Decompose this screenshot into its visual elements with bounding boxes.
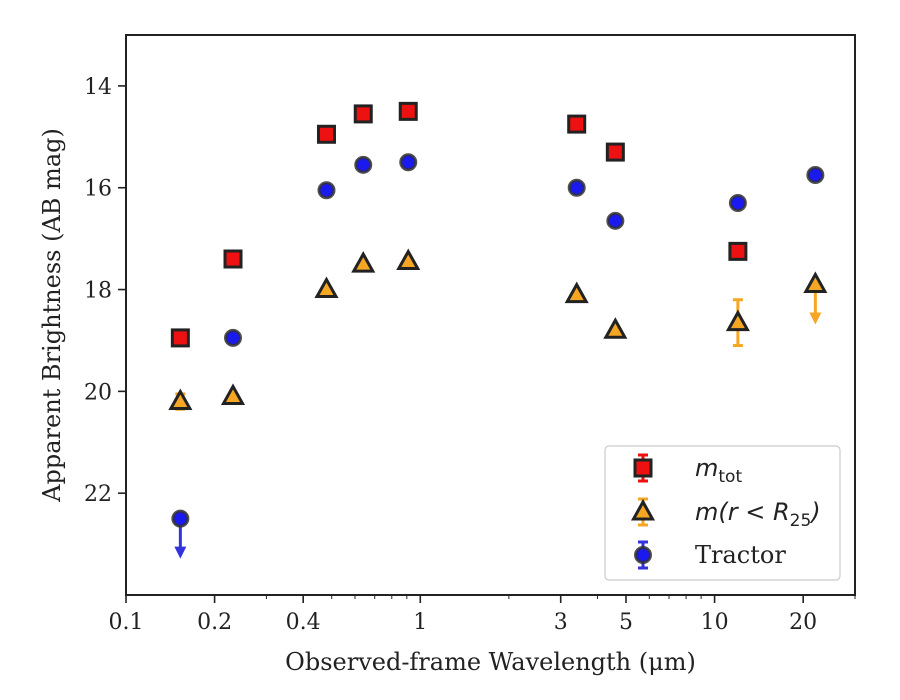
- y-tick-label: 14: [84, 75, 112, 100]
- data-point-triangle: [396, 248, 421, 271]
- x-tick-label: 3: [554, 610, 568, 635]
- data-point-triangle: [314, 276, 339, 299]
- plot-frame: [125, 34, 856, 596]
- legend: mtot m(r < R25) Tractor: [604, 445, 841, 581]
- legend-marker-circle: [634, 546, 652, 564]
- series-0: [170, 101, 748, 348]
- y-tick-label: 20: [84, 380, 112, 405]
- data-point-square: [567, 114, 587, 134]
- x-tick-label: 20: [789, 610, 817, 635]
- y-axis-label: Apparent Brightness (AB mag): [38, 128, 66, 503]
- data-point-triangle: [725, 309, 750, 332]
- upper-limit-arrow-head: [809, 312, 822, 325]
- data-point-square: [398, 101, 418, 121]
- legend-marker-triangle: [630, 498, 656, 521]
- x-tick-label: 5: [619, 610, 633, 635]
- data-point-triangle: [564, 281, 589, 304]
- data-point-triangle: [603, 317, 628, 339]
- data-layer: [168, 101, 828, 559]
- x-axis-label: Observed-frame Wavelength (μm): [285, 648, 696, 676]
- legend-marker-square: [633, 458, 653, 478]
- ticks-layer: 0.1 0.2 0.4 1 3 5 10 20 14 16 18 20 22: [84, 75, 856, 635]
- data-point-square: [170, 328, 190, 348]
- series-2: [171, 153, 825, 559]
- data-point-circle: [728, 194, 747, 212]
- upper-limit-arrow-head: [174, 546, 187, 559]
- data-point-circle: [224, 328, 243, 347]
- x-tick-label: 0.1: [109, 610, 144, 635]
- data-point-square: [353, 104, 373, 124]
- x-tick-label: 10: [701, 610, 729, 635]
- data-point-square: [728, 241, 748, 261]
- data-point-circle: [399, 153, 418, 172]
- data-point-square: [605, 142, 625, 162]
- legend-box: [604, 445, 841, 581]
- y-tick-label: 16: [84, 177, 112, 202]
- data-point-circle: [171, 509, 190, 528]
- data-point-square: [223, 249, 243, 269]
- data-point-triangle: [803, 271, 828, 293]
- legend-label: m(r < R25): [695, 498, 821, 531]
- y-tick-label: 22: [84, 482, 112, 507]
- y-tick-label: 18: [84, 279, 112, 304]
- data-point-circle: [567, 178, 586, 197]
- data-point-square: [316, 124, 336, 144]
- x-tick-label: 1: [413, 610, 427, 635]
- legend-label: Tractor: [695, 541, 786, 569]
- data-point-circle: [606, 211, 625, 230]
- series-1: [168, 248, 828, 411]
- legend-label: mtot: [695, 454, 742, 487]
- data-point-triangle: [351, 251, 376, 273]
- data-point-triangle: [168, 388, 193, 411]
- data-point-circle: [317, 181, 336, 200]
- data-point-circle: [354, 155, 373, 174]
- x-tick-label: 0.2: [197, 610, 232, 635]
- x-tick-label: 0.4: [286, 610, 321, 635]
- data-point-circle: [806, 166, 825, 184]
- data-point-triangle: [220, 383, 246, 405]
